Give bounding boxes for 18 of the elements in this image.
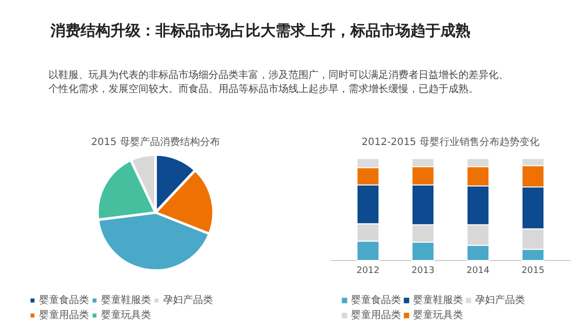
legend-label: 婴童用品类: [39, 308, 89, 322]
chart-title: 2012-2015 母婴行业销售分布趋势变化: [362, 136, 540, 148]
legend-label: 婴童鞋服类: [413, 294, 463, 307]
x-tick-label: 2015: [522, 266, 544, 276]
chart-title: 2015 母婴产品消费结构分布: [91, 136, 220, 148]
x-tick-label: 2014: [466, 266, 490, 276]
x-tick-label: 2013: [412, 266, 434, 276]
legend-label: 婴童玩具类: [101, 308, 151, 322]
legend-label: 婴童食品类: [351, 294, 401, 307]
x-tick-label: 2012: [356, 266, 380, 276]
legend-label: 孕妇产品类: [163, 294, 213, 307]
text: 以鞋服、玩具为代表的非标品市场细分品类丰富，涉及范围广，同时可以满足消费者日益增长的差异化、个性化需求，发展空间较大。而食品、用品等标品市场线上起步早，需求增长缓慢，已趋于成熟。: [48, 69, 508, 95]
text: 消费结构升级：非标品市场占比大需求上升，标品市场趋于成熟: [50, 22, 470, 40]
legend-label: 婴童玩具类: [413, 308, 463, 322]
legend-label: 婴童食品类: [39, 294, 89, 307]
legend-label: 婴童用品类: [351, 308, 401, 322]
legend-label: 婴童鞋服类: [101, 294, 151, 307]
legend-label: 孕妇产品类: [475, 294, 525, 307]
